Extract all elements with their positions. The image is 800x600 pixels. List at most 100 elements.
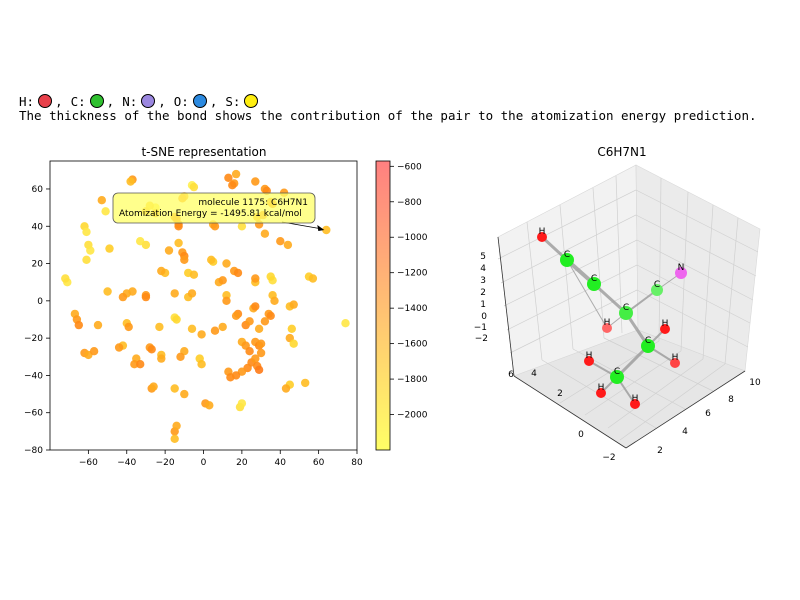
tsne-point [180,255,189,264]
tsne-point [251,274,260,283]
molecule-atom [602,323,612,333]
tsne-point [287,324,296,333]
tsne-point [128,287,137,296]
tsne-point [187,324,197,333]
z-tick-label: −1 [474,323,487,333]
tsne-panel: t-SNE representation −60 −40 −20 0 20 40 60 80 … [24,145,363,468]
legend-color-dot [89,94,104,108]
colorbar-tick-label: −2000 [397,411,428,421]
x-tick-label: −40 [117,458,136,468]
x-tick-label: 4 [682,427,688,437]
tsne-point [97,196,107,205]
legend-symbol: N: [122,93,138,109]
tsne-point [114,343,124,352]
colorbar-tick-label: −1000 [397,233,428,243]
tsne-point [251,354,260,363]
tsne-point [187,289,197,298]
tsne-point [289,339,298,348]
tsne-point [266,311,275,320]
tsne-point [136,360,145,369]
molecule-atom [619,306,633,320]
tsne-point [218,276,227,285]
legend-item: H:, [19,93,63,109]
tsne-point [126,177,135,186]
tsne-point [210,326,220,335]
z-tick-label: −2 [475,334,488,344]
molecule-bond [592,282,628,315]
legend-color-dot [244,94,259,108]
z-tick-label: 0 [481,312,487,322]
y-tick-label: −60 [24,409,43,419]
atom-label: H [586,351,593,361]
tsne-point [224,173,233,182]
tsne-point [118,292,128,302]
tsne-point [82,255,91,264]
colorbar-tick-label: −1800 [397,375,428,385]
legend-item: S: [225,94,260,109]
legend-symbol: S: [225,93,241,109]
colorbar-tick-label: −800 [397,198,422,208]
tsne-point [189,270,199,279]
molecule-title: C6H7N1 [597,145,646,159]
tsne-point [105,244,114,253]
atom-label: C [614,367,620,377]
legend-item: O:, [173,93,218,109]
tsne-point [281,384,291,393]
tsne-point [172,315,181,324]
colorbar-tick-label: −1600 [397,340,428,350]
y-tick-label: −40 [24,371,43,381]
tsne-point [170,289,179,298]
y-tick-label: 6 [508,370,514,380]
colorbar-bar [375,160,391,451]
tsne-point [147,345,156,354]
atom-legend: H:, C:, N:, O:, S: [19,92,260,110]
annotation-box [112,192,316,224]
z-tick-label: 3 [480,276,486,286]
x-tick-label: 20 [236,458,248,468]
tsne-point [270,296,279,305]
tsne-point [226,373,235,382]
tsne-point [176,352,185,361]
tsne-point [74,320,84,330]
legend-symbol: H: [19,93,35,109]
tsne-point [231,169,241,179]
z-tick-label: 4 [480,264,486,274]
tsne-point [251,177,260,186]
atom-label: H [539,227,546,237]
x-tick-label: −60 [79,458,98,468]
tsne-point [197,330,206,339]
z-tick-label: 2 [480,288,486,298]
molecule-atom [675,267,687,279]
atom-label: H [662,319,669,329]
tsne-point [130,360,139,369]
legend-symbol: O: [173,93,189,109]
tsne-point [210,222,220,231]
atom-label: C [564,250,570,260]
tsne-point [218,322,227,332]
molecule-atom [641,339,655,353]
x-tick-label: 80 [351,458,363,468]
tsne-point [155,322,164,332]
tsne-point [256,339,266,348]
legend-color-dot [141,94,156,108]
tsne-point [341,319,350,328]
tsne-point [254,324,264,333]
molecule-atom [596,388,606,398]
legend-color-dot [38,94,53,108]
y-tick-label: 20 [32,260,44,270]
tsne-point [189,182,199,192]
tsne-point [237,222,247,231]
molecule-atom [610,370,624,384]
x-tick-label: 2 [657,446,663,456]
tsne-point [237,399,247,408]
y-tick-label: −80 [24,446,43,456]
tsne-point [124,322,133,332]
tsne-point [251,302,260,311]
tsne-title: t-SNE representation [141,145,266,159]
y-tick-label: 4 [531,369,537,379]
molecule-atom [584,356,594,366]
tsne-point [170,384,179,393]
annotation-line1: molecule 1175: C6H7N1 [198,198,308,208]
tsne-point [245,347,254,356]
